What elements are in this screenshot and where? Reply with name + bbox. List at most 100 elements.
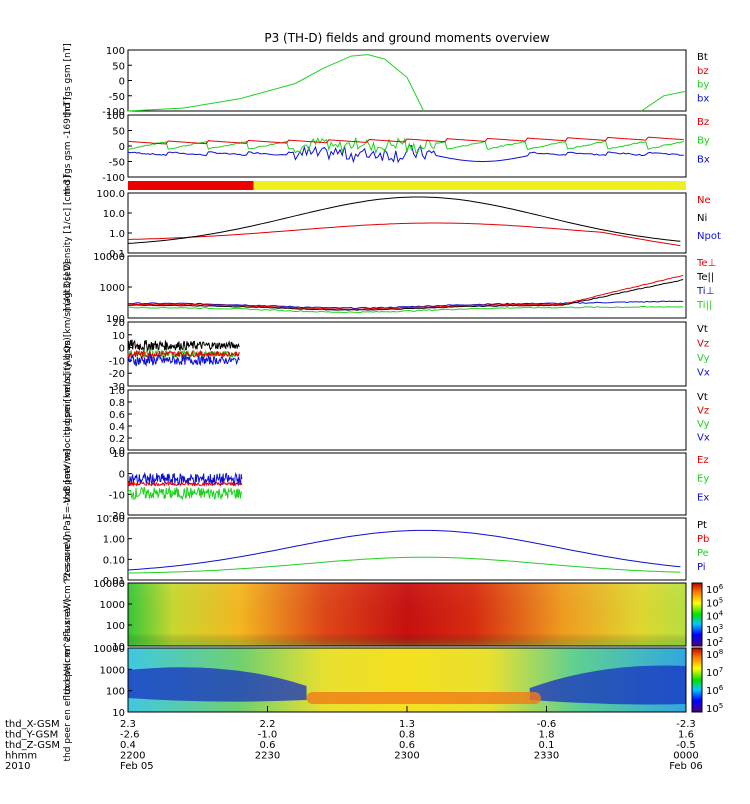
y-tick-label: 1.0 <box>109 229 125 240</box>
legend-entry: bx <box>697 93 709 104</box>
legend-entry: Pt <box>697 520 707 531</box>
x-tick-label: 1.8 <box>539 730 555 741</box>
y-tick-label: 10 <box>112 708 125 719</box>
y-tick-label: -10 <box>109 356 125 367</box>
legend-entry: Vz <box>697 406 709 417</box>
panel-frame <box>127 49 687 112</box>
y-axis-label: Density [1/cc] [cm-3] <box>63 175 73 270</box>
y-tick-label: 100.0 <box>96 189 125 200</box>
x-tick-label: Feb 05 <box>120 761 154 772</box>
y-tick-label: 1000 <box>100 283 125 294</box>
legend-entry: Ti|| <box>696 300 712 311</box>
y-tick-label: -20 <box>109 369 125 380</box>
x-tick-label: 1.3 <box>399 719 415 730</box>
y-tick-label: -10 <box>109 490 125 501</box>
legend-entry: Npot <box>697 231 721 242</box>
colorbar <box>691 582 703 647</box>
panel-frame <box>127 389 687 451</box>
y-tick-label: 50 <box>112 127 125 138</box>
series-line <box>127 279 684 311</box>
y-tick-label: 10000 <box>93 644 125 655</box>
panel-frame <box>127 582 687 647</box>
x-tick-label: 0.8 <box>399 730 415 741</box>
series-line <box>641 90 687 112</box>
series-line <box>127 274 684 310</box>
chart-title: P3 (TH-D) fields and ground moments over… <box>264 31 549 45</box>
legend-entry: Vy <box>697 419 710 430</box>
series-line <box>127 54 425 112</box>
x-tick-label: 2330 <box>534 751 559 762</box>
y-tick-label: 0.10 <box>103 555 125 566</box>
panel-1: 100 50 0 -50 -100 thd fgs gsm [nT] Bt bz by bx <box>63 43 709 118</box>
x-tick-label: -0.5 <box>676 740 696 751</box>
spectrogram-band <box>128 667 307 702</box>
y-tick-label: -50 <box>109 158 125 169</box>
series-line <box>127 196 681 244</box>
y-tick-label: 10000 <box>93 252 125 263</box>
x-tick-label: 2200 <box>120 751 145 762</box>
y-tick-label: 20 <box>112 318 125 329</box>
legend-entry: by <box>697 80 709 91</box>
legend-entry: Vy <box>697 353 710 364</box>
series-line <box>127 306 684 314</box>
y-tick-label: 0 <box>119 470 125 481</box>
spectrogram-band <box>306 692 541 704</box>
y-tick-label: -100 <box>102 107 125 118</box>
x-tick-label: 2300 <box>394 751 419 762</box>
panel-frame <box>127 192 687 254</box>
y-axis-label: thd fgs gsm -169 [nT] <box>63 97 73 195</box>
x-axis-row-label: hhmm <box>5 751 37 762</box>
y-tick-label: 0.01 <box>103 576 125 587</box>
y-tick-label: 10 <box>112 331 125 342</box>
legend-entry: Vt <box>697 392 708 403</box>
panel-3 <box>128 181 687 190</box>
panel-7: 1.00.80.60.40.20.0 thd peer velocity gsm … <box>63 337 710 503</box>
legend-entry: Pi <box>697 562 706 573</box>
x-tick-label: 2.3 <box>120 719 136 730</box>
y-tick-label: 0.0 <box>109 446 125 457</box>
series-line <box>127 529 681 571</box>
panel-11: 108 107 106 105 10000 1000 100 10 thd peer en ef… <box>63 598 724 761</box>
x-axis-row-label: thd_X-GSM <box>5 719 60 730</box>
panel-4: 100.0 10.0 1.0 0.1 Density [1/cc] [cm-3] Ne Ni… <box>63 175 721 270</box>
series-line <box>127 300 684 310</box>
colorbar-label: 108 <box>706 648 723 661</box>
y-tick-label: 10.0 <box>103 209 125 220</box>
spectrogram-band <box>529 665 686 705</box>
x-axis-row-label: thd_Y-GSM <box>5 730 58 741</box>
legend-entry: Bx <box>697 154 710 165</box>
y-axis-label: E=-VxB [mV/m] <box>63 449 73 519</box>
y-tick-label: 10000 <box>93 579 125 590</box>
legend-entry: Vt <box>697 324 708 335</box>
y-tick-label: 10.00 <box>96 514 125 525</box>
y-tick-label: 0 <box>119 77 125 88</box>
legend-entry: bz <box>697 66 709 77</box>
y-tick-label: 100 <box>106 111 125 122</box>
series-line <box>127 480 243 488</box>
colorbar-label: 105 <box>706 596 723 609</box>
y-tick-label: 100 <box>106 621 125 632</box>
series-line <box>128 137 684 155</box>
y-tick-label: 0.8 <box>109 398 125 409</box>
y-tick-label: -20 <box>109 511 125 522</box>
x-tick-label: 0.4 <box>120 740 136 751</box>
y-tick-label: 10 <box>112 642 125 653</box>
series-line <box>127 136 684 145</box>
series-line <box>127 144 684 164</box>
series-line <box>127 485 243 502</box>
y-tick-label: 1.0 <box>109 386 125 397</box>
legend-entry: By <box>697 136 710 147</box>
x-tick-label: 0.1 <box>539 740 555 751</box>
series-line <box>127 222 681 247</box>
x-axis-labels: thd_X-GSM 2.3 2.2 1.3 -0.6 -2.3 thd_Y-GSM -2.6 -… <box>5 706 703 772</box>
panel-2: 100 50 0 -50 -100 thd fgs gsm -169 [nT] Bz By Bx <box>63 97 710 195</box>
x-tick-label: -1.0 <box>258 730 278 741</box>
y-tick-label: 0.1 <box>109 249 125 260</box>
colorbar-label: 107 <box>706 666 723 679</box>
panel-9: 10.00 1.00 0.10 0.01 Pressure [nPa] Pt Pb Pe Pi <box>63 514 709 587</box>
y-tick-label: 1000 <box>100 600 125 611</box>
series-line <box>127 471 243 487</box>
